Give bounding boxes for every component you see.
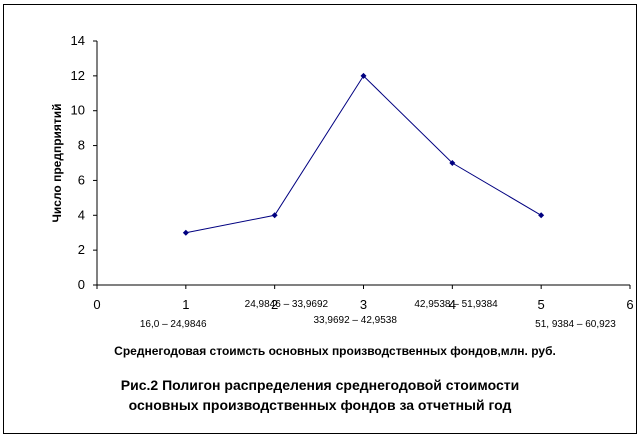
y-tick-label: 10 [71,103,85,118]
data-point [360,72,367,79]
caption-line-2: основных производственных фондов за отче… [128,397,512,413]
x-tick-label: 6 [626,297,633,312]
interval-label: 16,0 – 24,9846 [140,319,207,330]
x-tick-label: 3 [360,297,367,312]
y-tick-label: 12 [71,68,85,83]
interval-label: 33,9692 – 42,9538 [314,315,398,326]
data-point [182,229,189,236]
y-tick-label: 4 [78,207,85,222]
x-tick-label: 0 [93,297,100,312]
data-point [271,212,278,219]
y-axis-label: Число предприятий [50,103,64,222]
x-tick-label: 1 [182,297,189,312]
y-tick-label: 8 [78,138,85,153]
series-polyline [185,75,542,234]
chart-frame [3,4,637,434]
interval-labels: 16,0 – 24,9846 24,9846 – 33,9692 33,9692 –… [140,299,616,330]
figure-caption: Рис.2 Полигон распределения среднегодово… [60,375,580,415]
y-tick-label: 14 [71,33,85,48]
interval-label: 42,9538 – 51,9384 [414,299,498,310]
x-axis-label: Среднегодовая стоимсть основных производ… [114,344,556,358]
x-tick-label: 4 [449,297,456,312]
data-point [538,212,545,219]
data-point [449,160,456,166]
y-tick-label: 0 [78,277,85,292]
interval-label: 51, 9384 – 60,923 [535,319,616,330]
interval-label: 24,9846 – 33,9692 [245,299,329,310]
x-tick-label: 5 [538,297,545,312]
axes [93,40,631,289]
x-tick-label: 2 [271,297,278,312]
caption-line-1: Рис.2 Полигон распределения среднегодово… [120,377,520,393]
y-tick-label: 6 [78,172,85,187]
y-tick-label: 2 [78,242,85,257]
series-line [182,72,545,236]
